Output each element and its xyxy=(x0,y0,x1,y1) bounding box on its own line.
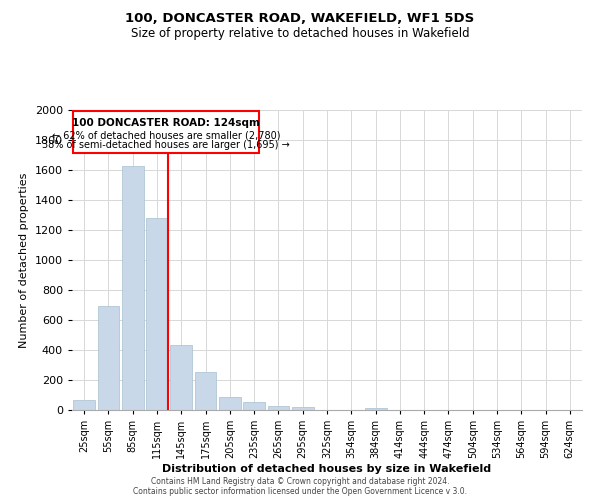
FancyBboxPatch shape xyxy=(73,111,259,153)
Y-axis label: Number of detached properties: Number of detached properties xyxy=(19,172,29,348)
Text: Size of property relative to detached houses in Wakefield: Size of property relative to detached ho… xyxy=(131,28,469,40)
Text: 38% of semi-detached houses are larger (1,695) →: 38% of semi-detached houses are larger (… xyxy=(42,140,290,150)
Text: 100, DONCASTER ROAD, WAKEFIELD, WF1 5DS: 100, DONCASTER ROAD, WAKEFIELD, WF1 5DS xyxy=(125,12,475,26)
Text: Contains HM Land Registry data © Crown copyright and database right 2024.: Contains HM Land Registry data © Crown c… xyxy=(151,477,449,486)
X-axis label: Distribution of detached houses by size in Wakefield: Distribution of detached houses by size … xyxy=(163,464,491,474)
Bar xyxy=(243,402,265,410)
Text: 100 DONCASTER ROAD: 124sqm: 100 DONCASTER ROAD: 124sqm xyxy=(72,118,260,128)
Text: ← 62% of detached houses are smaller (2,780): ← 62% of detached houses are smaller (2,… xyxy=(52,130,280,140)
Bar xyxy=(219,396,241,410)
Bar xyxy=(73,400,95,410)
Bar xyxy=(292,406,314,410)
Bar xyxy=(97,306,119,410)
Bar xyxy=(194,372,217,410)
Bar xyxy=(365,408,386,410)
Bar xyxy=(268,406,289,410)
Bar xyxy=(170,345,192,410)
Bar xyxy=(146,218,168,410)
Bar xyxy=(122,166,143,410)
Text: Contains public sector information licensed under the Open Government Licence v : Contains public sector information licen… xyxy=(133,487,467,496)
